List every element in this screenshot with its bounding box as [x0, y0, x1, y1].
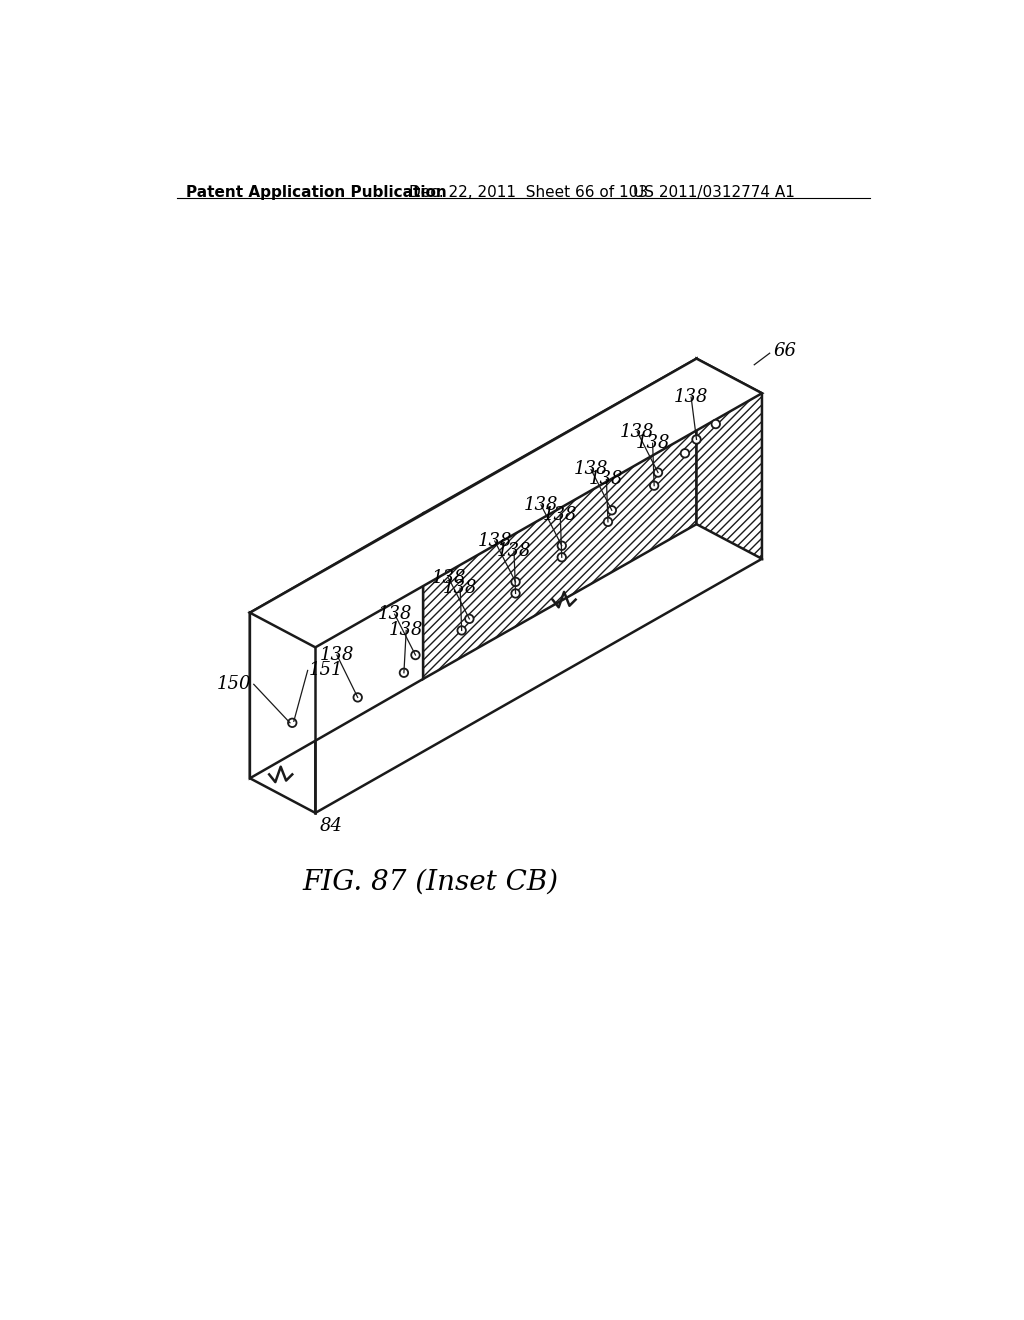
- Circle shape: [557, 553, 566, 561]
- Polygon shape: [696, 359, 762, 558]
- Circle shape: [412, 651, 420, 659]
- Circle shape: [511, 578, 520, 586]
- Circle shape: [712, 420, 720, 428]
- Text: 84: 84: [319, 817, 342, 834]
- Text: 151: 151: [309, 661, 344, 680]
- Polygon shape: [250, 359, 762, 647]
- Circle shape: [607, 506, 616, 515]
- Text: 138: 138: [378, 606, 412, 623]
- Text: 138: 138: [573, 461, 608, 478]
- Circle shape: [458, 626, 466, 635]
- Text: 138: 138: [635, 434, 670, 453]
- Circle shape: [653, 469, 663, 477]
- Circle shape: [288, 718, 297, 727]
- Text: 138: 138: [442, 579, 477, 597]
- Circle shape: [604, 517, 612, 527]
- Text: Dec. 22, 2011  Sheet 66 of 103: Dec. 22, 2011 Sheet 66 of 103: [410, 185, 648, 201]
- Circle shape: [692, 436, 700, 444]
- Text: 138: 138: [477, 532, 512, 550]
- Polygon shape: [423, 359, 696, 678]
- Polygon shape: [250, 513, 423, 779]
- Text: 138: 138: [589, 470, 624, 488]
- Text: 138: 138: [674, 388, 709, 407]
- Polygon shape: [250, 612, 315, 813]
- Text: 138: 138: [319, 645, 354, 664]
- Circle shape: [511, 589, 520, 598]
- Text: FIG. 87 (Inset CB): FIG. 87 (Inset CB): [303, 869, 559, 896]
- Circle shape: [681, 449, 689, 458]
- Circle shape: [353, 693, 361, 702]
- Circle shape: [465, 615, 473, 623]
- Text: 138: 138: [497, 543, 531, 560]
- Text: 138: 138: [620, 422, 654, 441]
- Text: 66: 66: [773, 342, 797, 360]
- Text: 150: 150: [217, 676, 252, 693]
- Text: 138: 138: [431, 569, 466, 587]
- Circle shape: [650, 482, 658, 490]
- Text: 138: 138: [543, 506, 578, 524]
- Text: US 2011/0312774 A1: US 2011/0312774 A1: [633, 185, 795, 201]
- Text: Patent Application Publication: Patent Application Publication: [186, 185, 446, 201]
- Circle shape: [399, 668, 409, 677]
- Text: 138: 138: [523, 496, 558, 513]
- Circle shape: [557, 541, 566, 550]
- Text: 138: 138: [389, 622, 424, 639]
